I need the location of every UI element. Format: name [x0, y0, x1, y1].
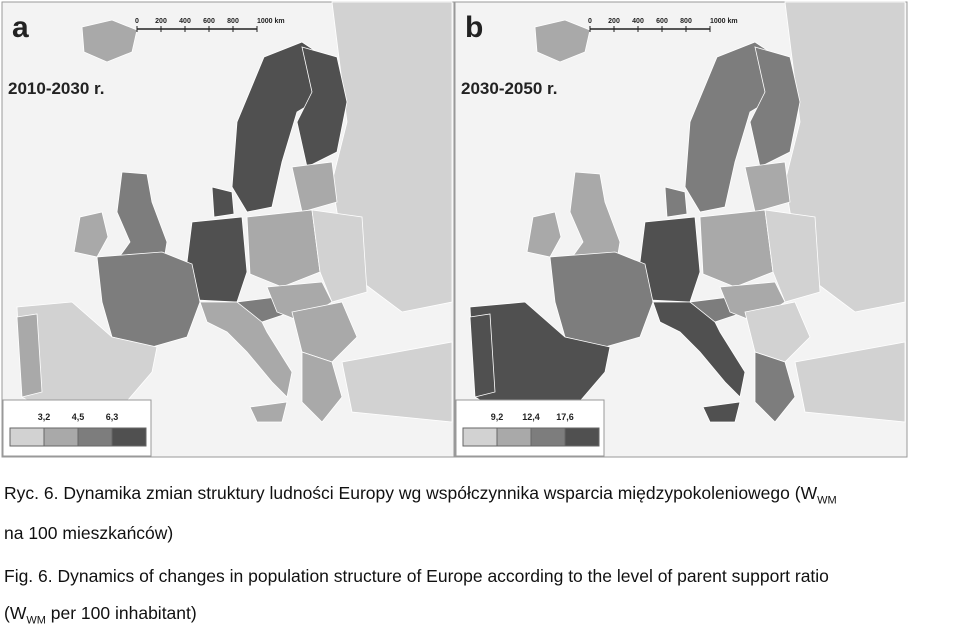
caption-pl: Ryc. 6. Dynamika zmian struktury ludnośc…: [4, 483, 837, 507]
scale-label: 200: [155, 18, 167, 25]
panel-label: a: [12, 11, 29, 44]
region: [301, 351, 343, 423]
region: [534, 19, 591, 63]
scale-label: 1000 km: [710, 18, 738, 25]
scale-label: 1000 km: [257, 18, 285, 25]
region: [549, 251, 654, 348]
region: [684, 41, 786, 213]
legend-label: 12,4: [522, 412, 540, 422]
scale-label: 800: [680, 18, 692, 25]
panel-label: b: [465, 11, 483, 44]
legend-swatch: [111, 427, 147, 447]
region: [16, 313, 43, 398]
region: [699, 209, 774, 288]
region: [754, 351, 796, 423]
legend-label: 4,5: [72, 412, 85, 422]
map-panel: a 2010-2030 r. 0 200 400 600 800 1000 km 3,2 4,5 6…: [1, 1, 455, 458]
scale-label: 0: [135, 18, 139, 25]
region: [73, 211, 109, 258]
legend-label: 17,6: [556, 412, 574, 422]
caption-text: per 100 inhabitant): [45, 603, 197, 623]
region: [249, 401, 288, 423]
caption-subscript: WM: [817, 494, 837, 507]
region: [794, 341, 906, 423]
region: [231, 41, 333, 213]
region: [291, 161, 338, 213]
region: [749, 46, 801, 168]
scale-label: 600: [656, 18, 668, 25]
legend-label: 9,2: [491, 412, 504, 422]
scale-label: 400: [632, 18, 644, 25]
legend-label: 6,3: [106, 412, 119, 422]
legend-swatch: [530, 427, 566, 447]
region: [81, 19, 138, 63]
region: [764, 209, 821, 303]
caption-text: Ryc. 6. Dynamika zmian struktury ludnośc…: [4, 483, 818, 503]
legend-swatch: [462, 427, 498, 447]
scale-label: 400: [179, 18, 191, 25]
region: [246, 209, 321, 288]
period-label: 2010-2030 r.: [8, 79, 104, 98]
region: [341, 341, 453, 423]
scale-label: 0: [588, 18, 592, 25]
region: [311, 209, 368, 303]
period-label: 2030-2050 r.: [461, 79, 557, 98]
caption-subscript: WM: [26, 614, 46, 627]
legend-swatch: [564, 427, 600, 447]
legend-swatch: [9, 427, 45, 447]
region: [702, 401, 741, 423]
legend-swatch: [496, 427, 532, 447]
region: [744, 301, 811, 363]
caption-pl-cont: na 100 mieszkańców): [4, 523, 174, 543]
caption-en-cont: (WWM per 100 inhabitant): [4, 603, 197, 627]
region: [211, 186, 235, 218]
region: [469, 313, 496, 398]
map-panel: b 2030-2050 r. 0 200 400 600 800 1000 km 9,2 12,4…: [454, 1, 908, 458]
scale-label: 600: [203, 18, 215, 25]
legend-swatch: [77, 427, 113, 447]
region: [296, 46, 348, 168]
maps-figure: a 2010-2030 r. 0 200 400 600 800 1000 km 3,2 4,5 6…: [1, 1, 908, 458]
caption-en: Fig. 6. Dynamics of changes in populatio…: [4, 566, 829, 586]
scale-label: 200: [608, 18, 620, 25]
legend-swatch: [43, 427, 79, 447]
region: [744, 161, 791, 213]
region: [96, 251, 201, 348]
region: [664, 186, 688, 218]
region: [526, 211, 562, 258]
scale-label: 800: [227, 18, 239, 25]
legend-label: 3,2: [38, 412, 51, 422]
caption-text: (W: [4, 603, 27, 623]
region: [291, 301, 358, 363]
